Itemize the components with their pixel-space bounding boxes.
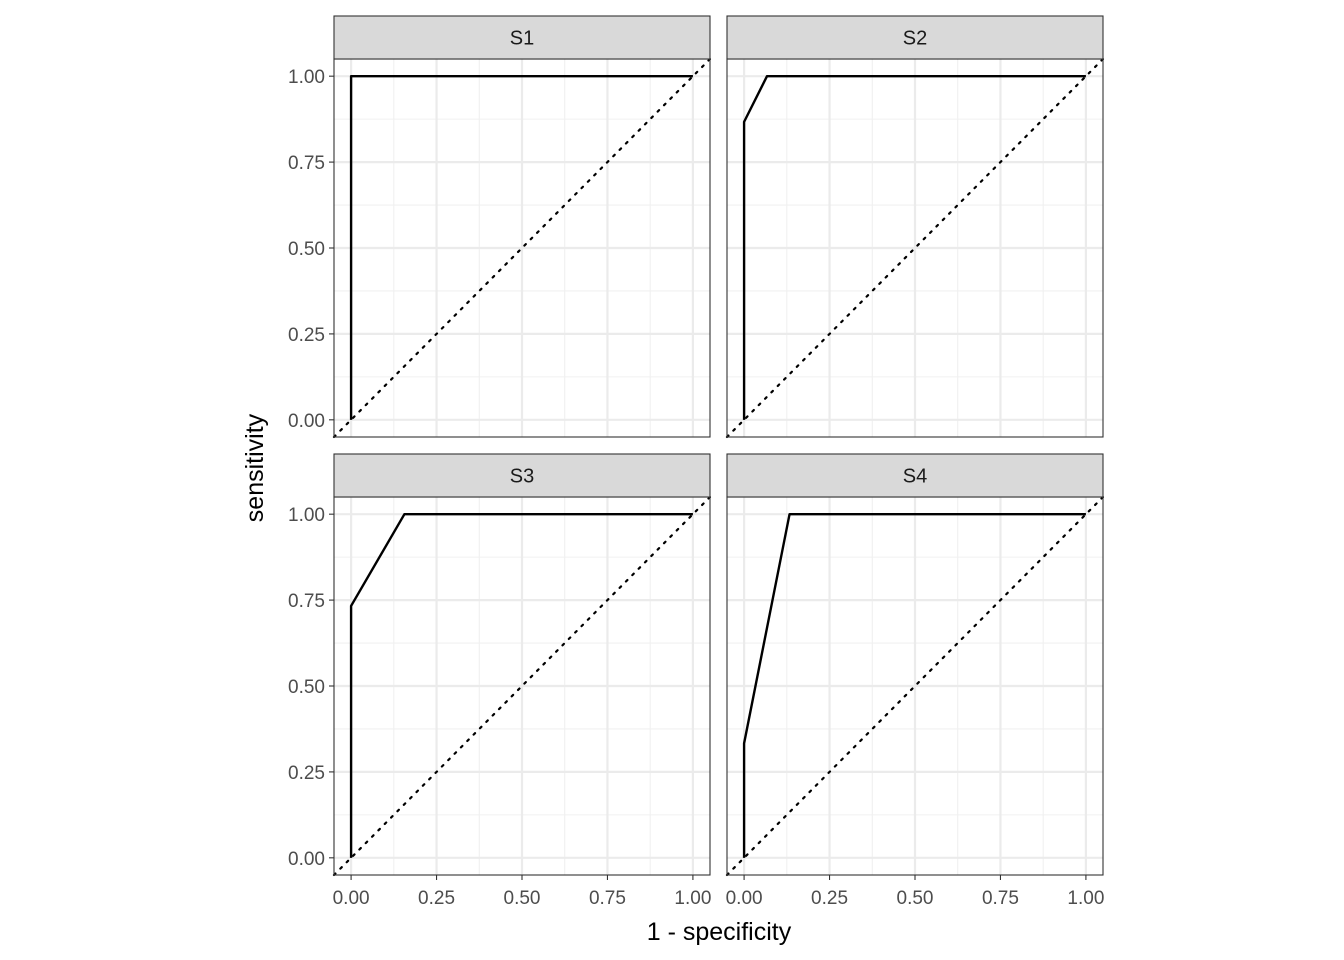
y-tick-label: 1.00 xyxy=(288,67,325,88)
x-tick-label: 1.00 xyxy=(1067,888,1104,909)
roc-curve-s4 xyxy=(742,512,1086,858)
facet-strip-label: S4 xyxy=(903,466,927,488)
roc-curve-s3 xyxy=(349,512,693,858)
y-tick-label: 1.00 xyxy=(288,505,325,526)
roc-curve-s2 xyxy=(742,74,1086,420)
x-axis-title: 1 - specificity xyxy=(647,918,792,946)
x-tick-label: 0.50 xyxy=(897,888,934,909)
facet-panel-s2: S2 xyxy=(725,15,1105,439)
roc-curve-s1 xyxy=(349,74,693,420)
x-tick-label: 0.25 xyxy=(418,888,455,909)
facet-strip-label: S3 xyxy=(510,466,534,488)
facet-panel-s3: S3 0.00 0.25 0.50 0.75 1.00 0.00 0.25 0.50 0.75 1.… xyxy=(288,453,711,909)
y-tick-label: 0.75 xyxy=(288,153,325,174)
y-tick-label: 0.50 xyxy=(288,677,325,698)
facet-strip-label: S1 xyxy=(510,28,534,50)
facet-strip xyxy=(726,453,1104,498)
y-axis-title: sensitivity xyxy=(241,413,269,522)
facet-strip xyxy=(726,15,1104,60)
y-tick-label: 0.50 xyxy=(288,239,325,260)
y-tick-label: 0.75 xyxy=(288,591,325,612)
y-tick-label: 0.25 xyxy=(288,325,325,346)
y-tick-label: 0.00 xyxy=(288,411,325,432)
x-tick-label: 0.25 xyxy=(811,888,848,909)
x-tick-label: 1.00 xyxy=(674,888,711,909)
facet-panels: S1 0.00 0.25 0.50 0.75 1.00 S2 S3 0.00 0.25 0.50 0.… xyxy=(288,15,1105,909)
y-tick-label: 0.25 xyxy=(288,763,325,784)
x-tick-label: 0.00 xyxy=(333,888,370,909)
x-tick-label: 0.75 xyxy=(589,888,626,909)
facet-panel-s4: S4 0.00 0.25 0.50 0.75 1.00 xyxy=(726,453,1104,909)
facet-strip-label: S2 xyxy=(903,28,927,50)
facet-strip xyxy=(333,453,711,498)
y-tick-label: 0.00 xyxy=(288,849,325,870)
x-tick-label: 0.50 xyxy=(504,888,541,909)
x-tick-label: 0.75 xyxy=(982,888,1019,909)
facet-panel-s1: S1 0.00 0.25 0.50 0.75 1.00 xyxy=(288,15,712,439)
x-tick-label: 0.00 xyxy=(726,888,763,909)
facet-strip xyxy=(333,15,711,60)
